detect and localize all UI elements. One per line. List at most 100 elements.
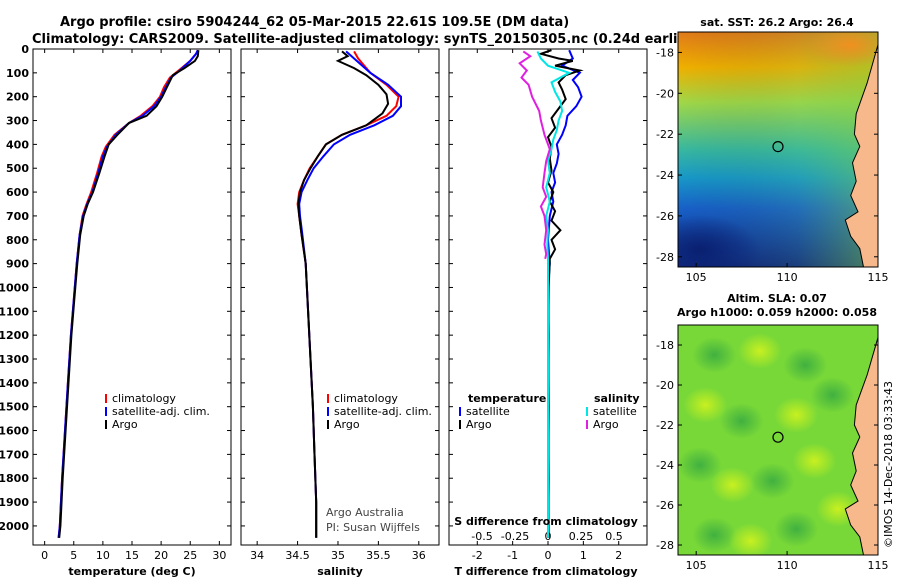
sst-map-y-tick-label: -24 bbox=[656, 169, 674, 182]
depth-tick-label: 500 bbox=[6, 162, 29, 175]
sla-blob bbox=[783, 347, 828, 383]
sst-map-y-tick-label: -18 bbox=[656, 46, 674, 59]
sla-blob bbox=[792, 443, 837, 479]
sst-map-frame bbox=[677, 31, 879, 268]
depth-tick-label: 1500 bbox=[0, 401, 29, 414]
temperature-x-tick-label: 10 bbox=[96, 549, 110, 562]
salinity-x-label: salinity bbox=[317, 565, 363, 578]
sla-blob bbox=[774, 511, 819, 547]
depth-axis: 0 100 200 300 400 500 600 700 800 900 1000 1100 1200… bbox=[0, 43, 29, 533]
salinity-plot-frame bbox=[240, 48, 440, 546]
depth-tick-label: 1400 bbox=[0, 377, 29, 390]
temperature-x-tick-label: 15 bbox=[125, 549, 139, 562]
annotation-argo-australia: Argo Australia bbox=[326, 506, 404, 519]
sla-map-y-tick-label: -26 bbox=[656, 499, 674, 512]
salinity-difference-tick-label: -0.5 bbox=[471, 530, 492, 543]
temperature-x-ticks: 0 5 10 15 20 25 30 bbox=[33, 48, 231, 562]
depth-tick-label: 1200 bbox=[0, 329, 29, 342]
difference-series-line bbox=[518, 50, 551, 260]
depth-tick-label: 300 bbox=[6, 115, 29, 128]
salinity-difference-tick-label: 0.5 bbox=[605, 530, 623, 543]
sla-map: Altim. SLA: 0.07 Argo h1000: 0.059 h2000… bbox=[656, 292, 888, 572]
temperature-x-tick-label: 30 bbox=[212, 549, 226, 562]
sst-map-y-tick-label: -22 bbox=[656, 128, 674, 141]
sst-map-ticks: 105 110 115 -18 -20 -22 -24 -26 -28 bbox=[656, 46, 888, 284]
difference-legend-title-salinity: salinity bbox=[594, 392, 640, 405]
difference-series-line bbox=[537, 49, 584, 538]
difference-panel: -2 -1 0 1 2-0.5 -0.25 0 0.25 0.5 T difference fr… bbox=[448, 48, 648, 578]
sla-blob bbox=[737, 333, 782, 369]
depth-tick-label: 600 bbox=[6, 186, 29, 199]
depth-tick-label: 1900 bbox=[0, 496, 29, 509]
salinity-x-tick-label: 35 bbox=[331, 549, 345, 562]
sla-blob bbox=[774, 397, 819, 433]
sla-map-x-tick-label: 115 bbox=[868, 559, 889, 572]
difference-x-tick-label: 2 bbox=[615, 549, 622, 562]
temperature-x-tick-label: 20 bbox=[154, 549, 168, 562]
sla-map-ticks: 105 110 115 -18 -20 -22 -24 -26 -28 bbox=[656, 339, 888, 572]
depth-tick-label: 1800 bbox=[0, 472, 29, 485]
header-line-2: Climatology: CARS2009. Satellite-adjuste… bbox=[32, 32, 699, 47]
argo-position-marker bbox=[772, 141, 784, 153]
salinity-series-line bbox=[297, 50, 390, 538]
sst-map-y-tick-label: -20 bbox=[656, 87, 674, 100]
header-line-1: Argo profile: csiro 5904244_62 05-Mar-20… bbox=[60, 15, 569, 30]
temperature-panel: 0 5 10 15 20 25 30 temperature (deg C) climato… bbox=[32, 48, 232, 578]
sst-cold-patch bbox=[678, 215, 760, 267]
sla-blob bbox=[692, 337, 737, 373]
sla-map-x-tick-label: 105 bbox=[686, 559, 707, 572]
depth-tick-label: 1600 bbox=[0, 425, 29, 438]
depth-tick-label: 0 bbox=[21, 43, 29, 56]
sst-map-x-tick-label: 105 bbox=[686, 271, 707, 284]
sla-map-title: Altim. SLA: 0.07 bbox=[727, 292, 827, 305]
difference-lines bbox=[518, 49, 584, 538]
depth-tick-label: 2000 bbox=[0, 520, 29, 533]
sla-map-subtitle: Argo h1000: 0.059 h2000: 0.058 bbox=[677, 306, 877, 319]
difference-series-line bbox=[536, 50, 572, 538]
salinity-difference-tick-label: 0.25 bbox=[569, 530, 594, 543]
difference-legend-label: Argo bbox=[593, 418, 619, 431]
s-difference-label: S difference from climatology bbox=[454, 515, 638, 528]
temperature-x-tick-label: 25 bbox=[183, 549, 197, 562]
land-australia bbox=[844, 42, 878, 267]
temperature-legend-label: satellite-adj. clim. bbox=[112, 405, 210, 418]
land-australia-2 bbox=[844, 335, 878, 555]
salinity-legend-label: satellite-adj. clim. bbox=[334, 405, 432, 418]
sla-map-y-tick-label: -24 bbox=[656, 459, 674, 472]
temperature-legend-label: Argo bbox=[112, 418, 138, 431]
sla-blob bbox=[692, 517, 737, 553]
sst-map-y-tick-label: -28 bbox=[656, 251, 674, 264]
salinity-x-tick-label: 36 bbox=[412, 549, 426, 562]
temperature-lines bbox=[57, 49, 200, 538]
depth-tick-label: 700 bbox=[6, 210, 29, 223]
sla-map-y-tick-label: -18 bbox=[656, 339, 674, 352]
sst-map-y-tick-label: -26 bbox=[656, 210, 674, 223]
depth-tick-label: 1000 bbox=[0, 281, 29, 294]
salinity-difference-tick-label: -0.25 bbox=[501, 530, 529, 543]
difference-legend-label: satellite bbox=[593, 405, 637, 418]
annotation-pi: PI: Susan Wijffels bbox=[326, 521, 420, 534]
sla-map-x-tick-label: 110 bbox=[777, 559, 798, 572]
argo-position-marker-2 bbox=[772, 431, 784, 443]
difference-legend-label: satellite bbox=[466, 405, 510, 418]
sst-warm-patch bbox=[805, 32, 878, 67]
depth-tick-label: 800 bbox=[6, 234, 29, 247]
sst-map: sat. SST: 26.2 Argo: 26.4 105 110 115 -18 -2… bbox=[656, 16, 888, 284]
depth-tick-label: 100 bbox=[6, 67, 29, 80]
salinity-x-tick-label: 35.5 bbox=[366, 549, 391, 562]
sla-blob bbox=[750, 463, 795, 499]
salinity-legend-label: Argo bbox=[334, 418, 360, 431]
imos-credit: ©IMOS 14-Dec-2018 03:33:43 bbox=[882, 381, 895, 548]
temperature-plot-frame bbox=[32, 48, 232, 546]
temperature-x-tick-label: 0 bbox=[41, 549, 48, 562]
temperature-legend-label: climatology bbox=[112, 392, 176, 405]
salinity-x-tick-label: 34 bbox=[250, 549, 264, 562]
depth-tick-label: 1100 bbox=[0, 305, 29, 318]
difference-x-tick-label: -1 bbox=[507, 549, 518, 562]
difference-legend: temperature salinitysatelliteArgosatellit… bbox=[459, 392, 640, 431]
salinity-legend-label: climatology bbox=[334, 392, 398, 405]
t-difference-label: T difference from climatology bbox=[454, 565, 637, 578]
depth-tick-label: 400 bbox=[6, 138, 29, 151]
sla-blob bbox=[678, 447, 722, 483]
